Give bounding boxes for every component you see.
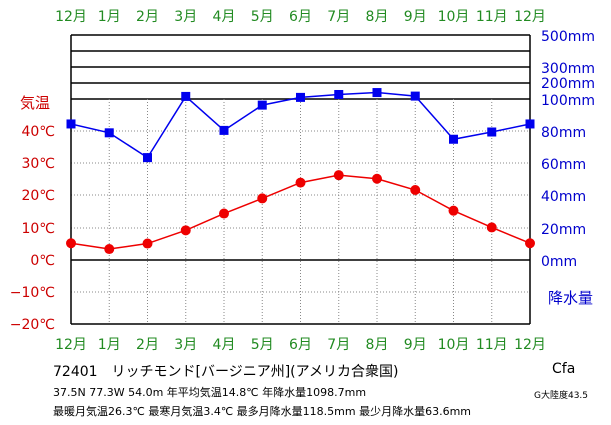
temperature-point	[525, 238, 535, 249]
precip-tick-label: 200mm	[541, 76, 595, 92]
temperature-point	[410, 185, 421, 196]
month-label-bottom: 2月	[136, 337, 159, 353]
month-label-top: 9月	[404, 9, 427, 25]
precipitation-axis: 500mm 300mm 100mm 80mm 60mm 40mm 20mm 0mm 200mm 降…	[541, 29, 595, 307]
month-label-top: 11月	[476, 9, 508, 25]
month-label-bottom: 4月	[213, 337, 236, 353]
precipitation-series	[66, 88, 535, 163]
station-stats-line2: 最暖月気温26.3℃ 最寒月気温3.4℃ 最多月降水量118.5mm 最少月降水…	[53, 405, 472, 418]
temperature-point	[486, 222, 497, 233]
precip-axis-title: 降水量	[548, 289, 593, 307]
precipitation-point	[219, 125, 229, 135]
precip-tick-label: 60mm	[541, 157, 586, 173]
precip-tick-label: 500mm	[541, 29, 595, 45]
temperature-point	[448, 205, 459, 216]
month-label-top: 7月	[327, 9, 350, 25]
month-label-top: 12月	[55, 9, 87, 25]
month-label-bottom: 9月	[404, 337, 427, 353]
temperature-point	[295, 177, 306, 188]
month-label-bottom: 10月	[438, 337, 470, 353]
month-label-bottom: 12月	[514, 337, 546, 353]
month-label-top: 1月	[98, 9, 121, 25]
precipitation-point	[487, 127, 497, 137]
precip-tick-label: 300mm	[541, 61, 595, 77]
temperature-point	[333, 170, 344, 181]
precipitation-point	[410, 91, 420, 101]
temp-tick-label: 40℃	[21, 124, 55, 140]
month-label-bottom: 3月	[174, 337, 197, 353]
precipitation-point	[372, 88, 382, 98]
precipitation-point	[449, 134, 458, 144]
month-label-top: 2月	[136, 9, 159, 25]
station-stats-line1: 37.5N 77.3W 54.0m 年平均気温14.8℃ 年降水量1098.7m…	[53, 386, 367, 399]
month-axis-bottom: 12月 1月 2月 3月 4月 5月 6月 7月 8月 9月 10月 11月 12月	[55, 337, 546, 353]
month-label-bottom: 1月	[98, 337, 121, 353]
temp-axis-title: 気温	[20, 94, 50, 112]
climate-classification: Cfa	[552, 361, 576, 377]
precipitation-point	[257, 100, 267, 110]
month-label-bottom: 11月	[476, 337, 508, 353]
month-label-top: 4月	[213, 9, 236, 25]
month-label-bottom: 6月	[289, 337, 312, 353]
month-label-bottom: 8月	[366, 337, 389, 353]
precip-tick-label: 100mm	[541, 93, 595, 109]
temperature-point	[257, 193, 268, 204]
temperature-axis: 気温 40℃ 30℃ 20℃ 10℃ 0℃ −10℃ −20℃	[10, 94, 55, 333]
precipitation-point	[181, 91, 191, 101]
temp-tick-label: −20℃	[10, 317, 55, 333]
month-label-top: 5月	[251, 9, 274, 25]
temperature-point	[66, 238, 76, 249]
station-title: 72401 リッチモンド[バージニア州](アメリカ合衆国)	[53, 364, 399, 380]
precip-tick-label: 0mm	[541, 254, 577, 270]
month-label-bottom: 7月	[327, 337, 350, 353]
month-label-bottom: 5月	[251, 337, 274, 353]
temp-tick-label: 10℃	[21, 221, 55, 237]
climate-chart: 12月 1月 2月 3月 4月 5月 6月 7月 8月 9月 10月 11月 12月 12月 1月 2月 3月…	[10, 9, 595, 353]
temperature-point	[104, 244, 115, 255]
continentality-index: G大陸度43.5	[534, 391, 589, 401]
precip-upper-band	[71, 34, 530, 100]
month-label-bottom: 12月	[55, 337, 87, 353]
temp-tick-label: 30℃	[21, 156, 55, 172]
precipitation-point	[296, 92, 305, 102]
precipitation-point	[66, 119, 76, 129]
temperature-series	[66, 170, 535, 255]
month-label-top: 8月	[366, 9, 389, 25]
precipitation-point	[334, 89, 344, 99]
plot-frame	[70, 35, 531, 325]
temp-tick-label: −10℃	[10, 285, 55, 301]
temperature-point	[180, 225, 191, 236]
precipitation-point	[104, 128, 114, 138]
month-axis-top: 12月 1月 2月 3月 4月 5月 6月 7月 8月 9月 10月 11月 12月	[55, 9, 546, 25]
temp-tick-label: 20℃	[21, 188, 55, 204]
temperature-point	[372, 173, 382, 184]
precip-tick-label: 80mm	[541, 125, 586, 141]
temp-tick-label: 0℃	[30, 253, 55, 269]
chart-grid	[71, 99, 530, 324]
precip-tick-label: 20mm	[541, 222, 586, 238]
month-label-top: 10月	[438, 9, 470, 25]
precip-tick-label: 40mm	[541, 189, 586, 205]
precipitation-point	[525, 119, 535, 129]
month-label-top: 12月	[514, 9, 546, 25]
temperature-point	[219, 208, 229, 219]
month-label-top: 6月	[289, 9, 312, 25]
temperature-point	[142, 238, 153, 249]
month-label-top: 3月	[174, 9, 197, 25]
precipitation-point	[143, 153, 152, 163]
